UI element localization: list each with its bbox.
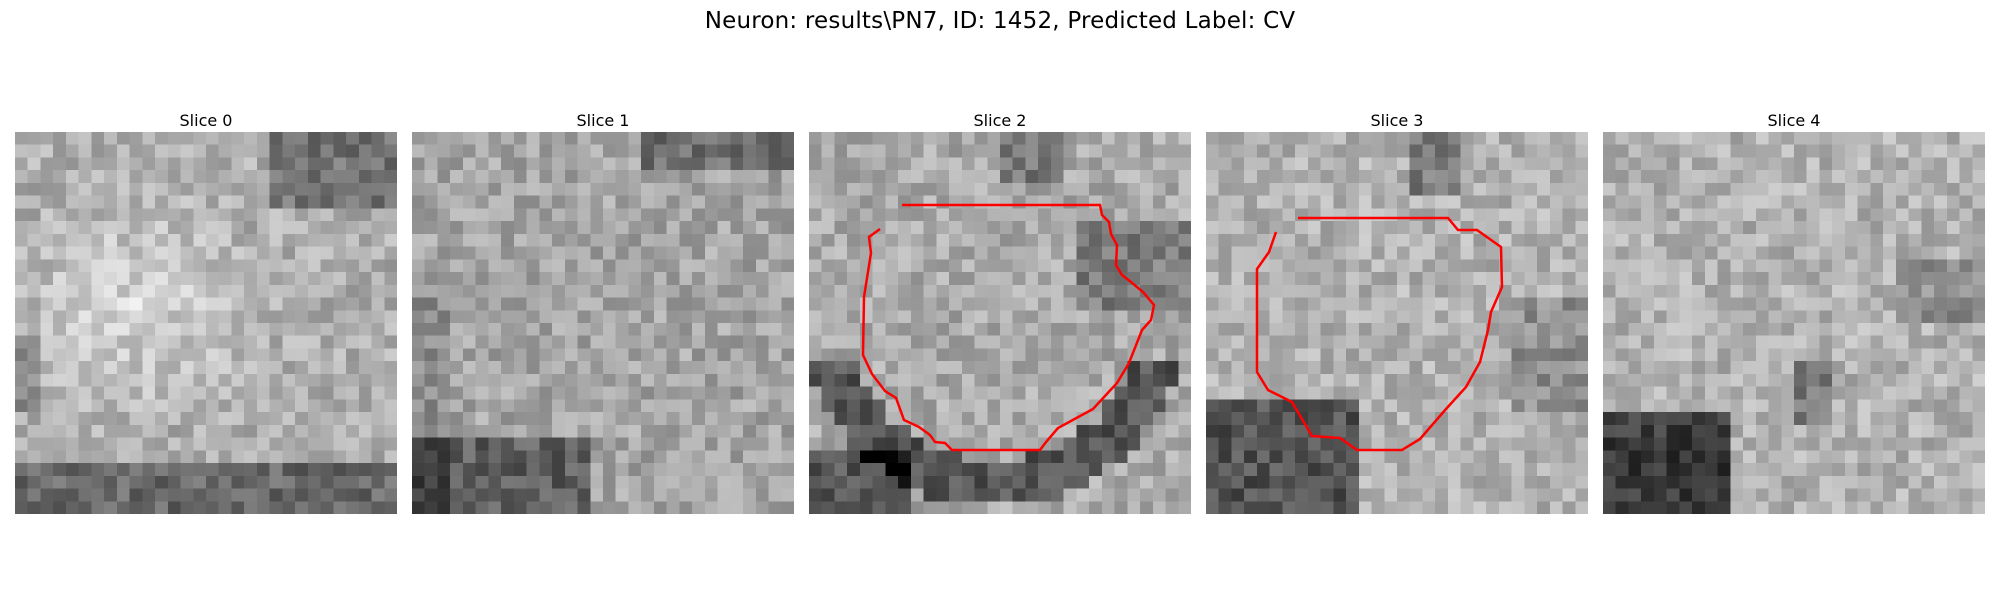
segmentation-contour <box>1255 216 1504 452</box>
slice-title: Slice 3 <box>1370 111 1424 130</box>
slice-title: Slice 4 <box>1767 111 1821 130</box>
slice-title: Slice 2 <box>973 111 1027 130</box>
slice-panel-1: Slice 1 <box>412 110 794 514</box>
segmentation-contour <box>861 203 1156 452</box>
figure-title: Neuron: results\PN7, ID: 1452, Predicted… <box>704 8 1296 34</box>
slice-image <box>1603 132 1985 514</box>
slice-panel-0: Slice 0 <box>15 110 397 514</box>
slice-image <box>15 132 397 514</box>
slice-image <box>412 132 794 514</box>
slice-panel-2: Slice 2 <box>809 110 1191 514</box>
slice-panel-3: Slice 3 <box>1206 110 1588 514</box>
slice-title: Slice 0 <box>179 111 233 130</box>
slice-panel-4: Slice 4 <box>1603 110 1985 514</box>
slice-title: Slice 1 <box>576 111 630 130</box>
